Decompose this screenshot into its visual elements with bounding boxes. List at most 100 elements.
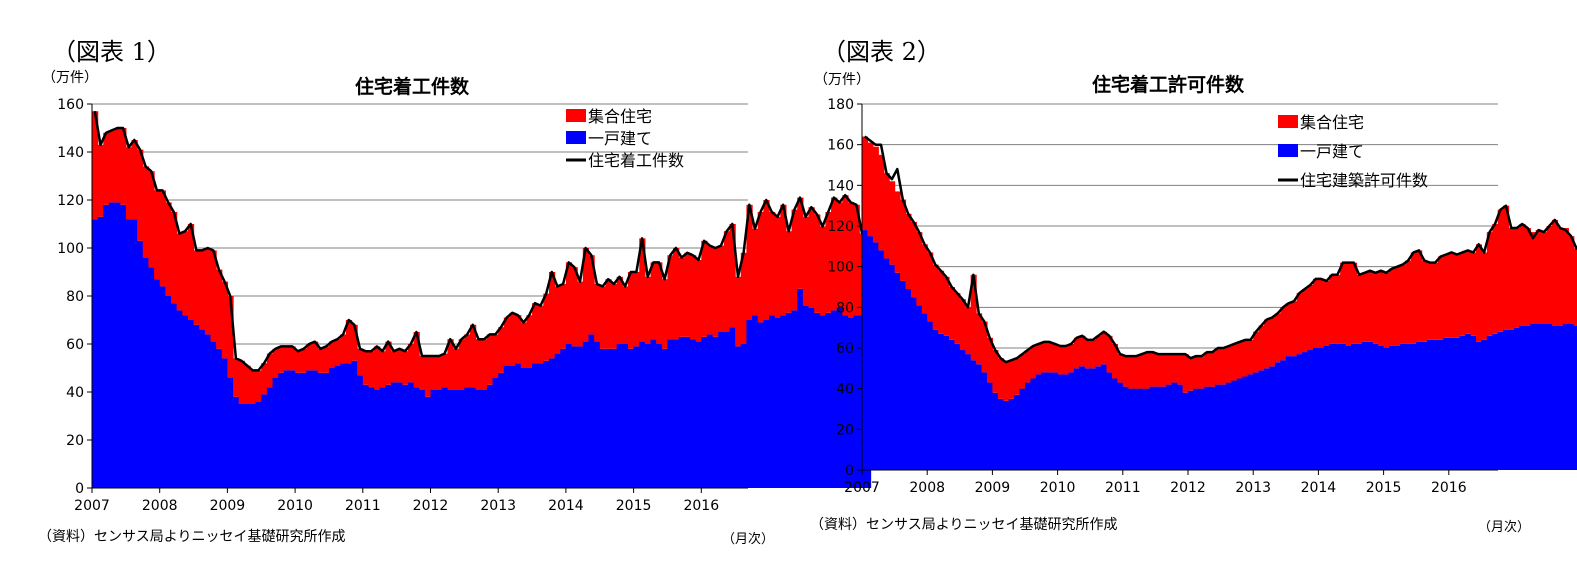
- y-tick-label: 0: [75, 481, 84, 497]
- bar-multi-family: [1280, 307, 1287, 361]
- bar-multi-family: [419, 356, 426, 390]
- bar-single-family: [921, 313, 928, 470]
- bar-single-family: [1405, 343, 1412, 470]
- bar-multi-family: [1562, 228, 1569, 324]
- bar-multi-family: [650, 262, 657, 340]
- bar-multi-family: [441, 353, 449, 388]
- bar-multi-family: [1149, 352, 1156, 387]
- bar-single-family: [1122, 386, 1129, 470]
- bar-multi-family: [1264, 319, 1271, 369]
- bar-multi-family: [532, 303, 539, 364]
- bar-single-family: [599, 348, 606, 488]
- bar-multi-family: [374, 346, 381, 390]
- bar-multi-family: [965, 307, 972, 355]
- bar-multi-family: [97, 144, 104, 217]
- bar-single-family: [199, 329, 206, 488]
- y-tick-label: 140: [827, 178, 854, 194]
- bar-single-family: [413, 387, 420, 488]
- bar-multi-family: [599, 286, 606, 349]
- bar-multi-family: [1160, 354, 1167, 387]
- bar-multi-family: [819, 226, 827, 316]
- bar-multi-family: [701, 240, 708, 337]
- bar-multi-family: [970, 274, 977, 361]
- bar-single-family: [503, 365, 511, 488]
- bar-single-family: [509, 365, 516, 488]
- bar-multi-family: [1546, 226, 1553, 324]
- bar-multi-family: [1258, 325, 1265, 371]
- bar-single-family: [1345, 345, 1352, 470]
- bar-single-family: [453, 389, 460, 488]
- bar-multi-family: [752, 228, 759, 316]
- bar-multi-family: [340, 334, 347, 364]
- bar-multi-family: [1535, 230, 1542, 324]
- bar-single-family: [1057, 374, 1064, 470]
- bar-single-family: [1340, 343, 1347, 470]
- bar-single-family: [374, 389, 381, 488]
- bar-single-family: [1361, 341, 1368, 470]
- bar-multi-family: [317, 348, 324, 373]
- bar-multi-family: [210, 250, 217, 342]
- bar-multi-family: [312, 341, 319, 371]
- bar-single-family: [120, 204, 127, 489]
- bar-single-family: [1535, 323, 1542, 470]
- bar-single-family: [1139, 388, 1146, 470]
- bar-single-family: [1182, 392, 1189, 470]
- bar-multi-family: [1454, 254, 1461, 338]
- bar-multi-family: [272, 348, 279, 378]
- bar-single-family: [560, 348, 567, 488]
- building-permits-chart: 住宅着工許可件数 （万件） 0 20 40 60 80 100 120 140 160 180 2007…: [814, 72, 1577, 496]
- bar-single-family: [351, 360, 358, 488]
- bar-single-family: [1432, 339, 1439, 470]
- bar-single-family: [1334, 343, 1341, 470]
- bar-single-family: [1399, 343, 1406, 470]
- bar-multi-family: [836, 202, 843, 308]
- bar-multi-family: [1557, 228, 1564, 326]
- bar-multi-family: [867, 142, 874, 237]
- bar-single-family: [943, 335, 950, 470]
- bar-multi-family: [1182, 354, 1189, 393]
- bar-multi-family: [825, 212, 832, 313]
- bar-multi-family: [407, 344, 415, 383]
- bar-multi-family: [577, 281, 584, 347]
- source-note: （資料）センサス局よりニッセイ基礎研究所作成: [810, 517, 1118, 533]
- bar-multi-family: [889, 181, 896, 265]
- bar-multi-family: [1508, 228, 1515, 330]
- bar-multi-family: [498, 327, 505, 373]
- bar-single-family: [718, 332, 725, 488]
- bar-single-family: [312, 370, 319, 488]
- bar-multi-family: [1084, 339, 1091, 369]
- bar-multi-family: [396, 348, 403, 383]
- bar-single-family: [889, 264, 896, 470]
- bar-single-family: [328, 368, 336, 488]
- bar-multi-family: [981, 321, 988, 373]
- bar-multi-family: [769, 212, 776, 316]
- bar-single-family: [1421, 341, 1428, 470]
- bar-multi-family: [103, 132, 110, 205]
- bar-single-family: [1497, 331, 1504, 470]
- y-tick-label: 80: [66, 289, 84, 305]
- bar-multi-family: [1552, 219, 1559, 326]
- bar-multi-family: [548, 272, 556, 359]
- bar-single-family: [1470, 335, 1477, 470]
- bar-multi-family: [543, 293, 550, 361]
- bar-multi-family: [986, 337, 993, 383]
- bar-multi-family: [1481, 252, 1488, 340]
- bar-multi-family: [565, 262, 573, 344]
- bar-multi-family: [1568, 236, 1575, 324]
- bar-multi-family: [976, 313, 983, 365]
- bar-single-family: [492, 377, 499, 488]
- bar-multi-family: [509, 312, 516, 366]
- bar-single-family: [323, 372, 330, 488]
- bar-multi-family: [1204, 352, 1211, 387]
- bar-single-family: [1356, 343, 1363, 470]
- bar-single-family: [965, 354, 972, 470]
- bar-single-family: [905, 289, 912, 470]
- legend-label: 集合住宅: [588, 107, 652, 126]
- bar-single-family: [797, 288, 804, 488]
- bar-multi-family: [1193, 356, 1200, 389]
- bar-multi-family: [1285, 303, 1292, 357]
- bar-single-family: [1101, 364, 1108, 470]
- bar-single-family: [1133, 388, 1140, 470]
- y-tick-label: 20: [836, 422, 854, 438]
- y-tick-label: 100: [57, 241, 84, 257]
